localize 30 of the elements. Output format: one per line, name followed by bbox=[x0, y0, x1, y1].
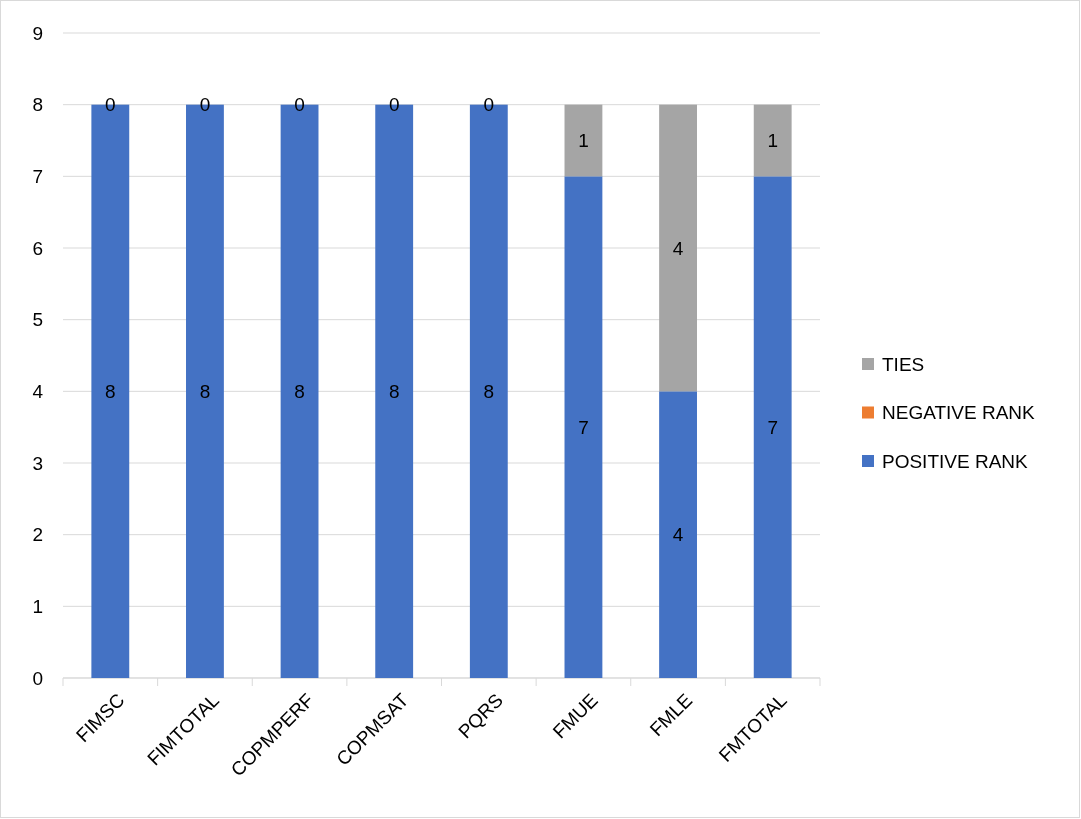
bar bbox=[753, 176, 792, 678]
legend-label: NEGATIVE RANK bbox=[882, 402, 1036, 424]
y-tick-label: 5 bbox=[32, 309, 43, 331]
data-label: 7 bbox=[578, 416, 589, 438]
y-tick-label: 1 bbox=[32, 595, 43, 617]
y-tick-label: 4 bbox=[32, 380, 44, 402]
y-tick-label: 7 bbox=[32, 165, 43, 187]
bar bbox=[659, 391, 697, 678]
data-label: 1 bbox=[767, 130, 778, 152]
bar bbox=[753, 104, 792, 177]
bar bbox=[659, 104, 697, 392]
bar bbox=[564, 104, 603, 177]
data-label: 8 bbox=[388, 380, 400, 402]
bar bbox=[564, 176, 603, 678]
data-label: 7 bbox=[767, 416, 778, 438]
data-label: 4 bbox=[672, 237, 684, 259]
y-tick-label: 3 bbox=[32, 452, 43, 474]
data-label: 8 bbox=[483, 380, 495, 402]
data-label: 8 bbox=[199, 380, 211, 402]
y-tick-label: 0 bbox=[32, 667, 43, 689]
y-tick-label: 2 bbox=[32, 524, 43, 546]
data-label: 8 bbox=[294, 380, 305, 402]
legend-label: POSITIVE RANK bbox=[882, 450, 1029, 472]
y-tick-label: 6 bbox=[32, 237, 43, 259]
data-label: 4 bbox=[672, 524, 684, 546]
data-label: 8 bbox=[105, 380, 116, 402]
data-label: 1 bbox=[578, 130, 589, 152]
legend-label: TIES bbox=[882, 353, 925, 375]
y-tick-label: 8 bbox=[32, 94, 43, 116]
y-tick-label: 9 bbox=[32, 22, 43, 44]
